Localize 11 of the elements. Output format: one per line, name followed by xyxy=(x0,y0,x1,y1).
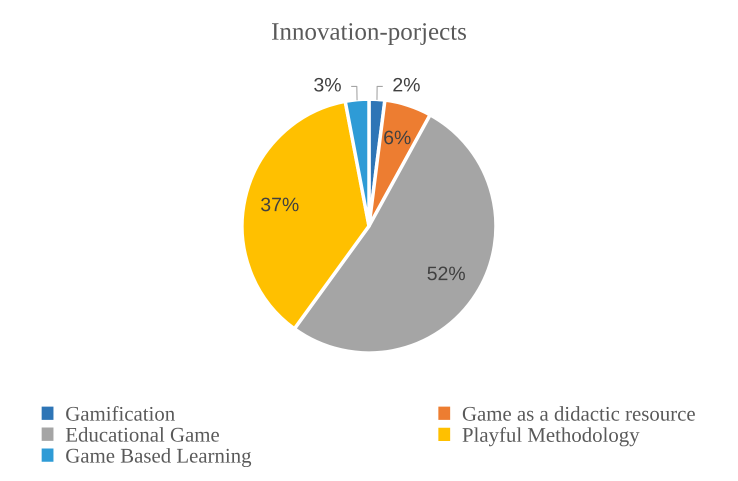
data-label: 2% xyxy=(393,78,420,92)
legend-label: Playful Methodology xyxy=(462,427,640,446)
chart-title: Innovation-porjects xyxy=(272,23,466,46)
legend-label: Gamification xyxy=(66,406,175,421)
legend-label: Game as a didactic resource xyxy=(462,406,695,421)
data-label: 6% xyxy=(384,130,411,144)
data-label: 37% xyxy=(261,198,299,212)
legend-label: Game Based Learning xyxy=(66,448,252,468)
data-label: 52% xyxy=(428,266,465,280)
legend-label: Educational Game xyxy=(66,427,219,442)
data-label: 3% xyxy=(314,78,341,92)
